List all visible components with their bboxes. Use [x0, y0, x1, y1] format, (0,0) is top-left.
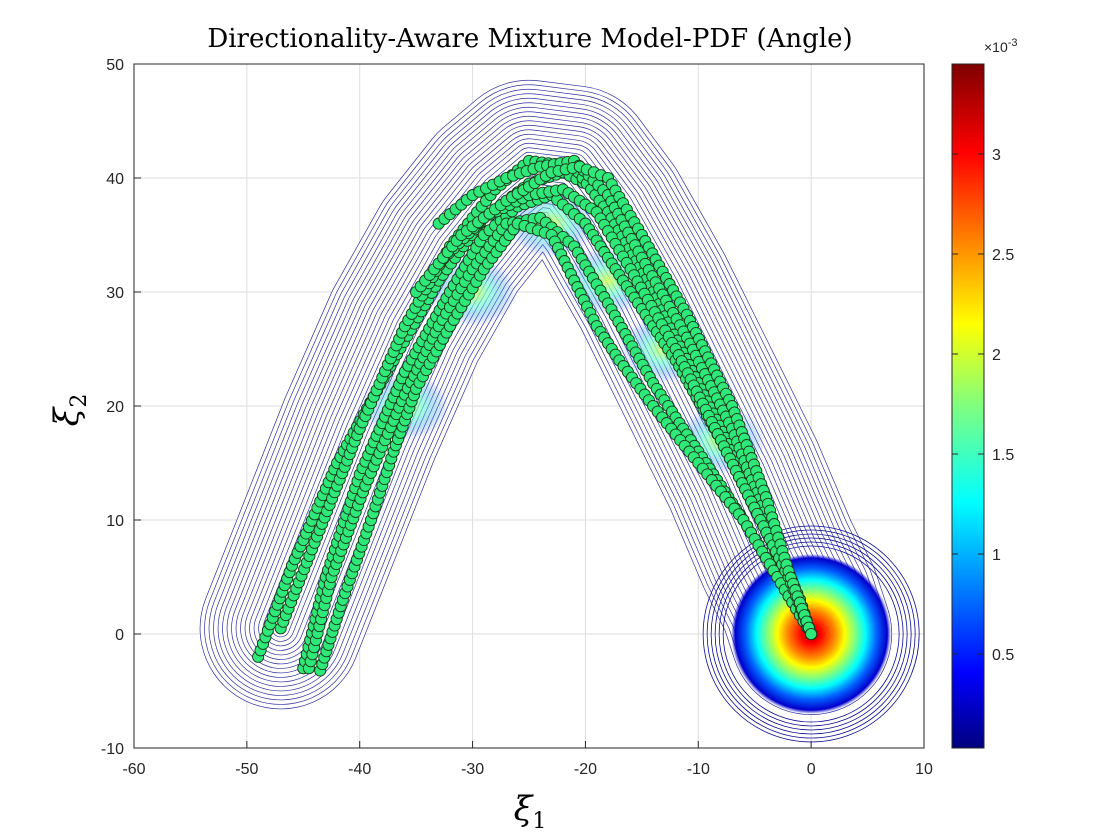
y-axis-label-symbol: ξ [47, 405, 87, 426]
x-tick-label: 10 [915, 761, 933, 778]
x-axis-label-symbol: ξ [514, 789, 535, 829]
colorbar-tick-label: 2.5 [992, 247, 1014, 264]
x-tick-label: -40 [348, 761, 371, 778]
y-tick-label: 0 [115, 627, 124, 644]
colorbar-tick-label: 1.5 [992, 447, 1014, 464]
x-tick-label: -30 [461, 761, 484, 778]
chart-title: Directionality-Aware Mixture Model-PDF (… [207, 24, 852, 54]
x-axis-label: ξ1 [514, 789, 547, 834]
peak-contour-ring [714, 537, 908, 731]
colorbar-ticks: 0.5 1 1.5 2 2.5 3 [952, 147, 1014, 664]
colorbar-tick-label: 3 [992, 147, 1001, 164]
peak-contour-ring [722, 545, 900, 723]
y-tick-label: 30 [106, 285, 124, 302]
y-tick-label: 20 [106, 399, 124, 416]
y-tick-label: 40 [106, 171, 124, 188]
colorbar-exponent-power: -3 [1008, 37, 1018, 49]
trajectory [410, 160, 818, 641]
x-tick-label: -60 [122, 761, 145, 778]
y-tick-label: -10 [101, 741, 124, 758]
x-tick-label: -20 [574, 761, 597, 778]
y-axis-label: ξ2 [47, 394, 92, 427]
trajectory-point [805, 627, 818, 641]
x-tick-label: -50 [235, 761, 258, 778]
colorbar-exponent-base: ×10 [984, 39, 1008, 55]
peak-contour-ring [706, 529, 916, 739]
y-tick-label: 50 [106, 57, 124, 74]
colorbar-tick-label: 0.5 [992, 647, 1014, 664]
x-tick-label: 0 [807, 761, 816, 778]
peak-contour-ring [718, 541, 904, 727]
colorbar-tick-label: 2 [992, 347, 1001, 364]
x-axis-label-subscript: 1 [532, 809, 546, 834]
colorbar-exponent: ×10-3 [984, 37, 1018, 55]
demonstration-trajectories [252, 154, 818, 677]
trajectory [314, 217, 818, 677]
x-tick-label: -10 [687, 761, 710, 778]
y-tick-label: 10 [106, 513, 124, 530]
axis-ticks: -60 -50 -40 -30 -20 -10 0 10 -10 0 10 20 30 40 50 [101, 57, 933, 778]
peak-contour-ring [710, 533, 912, 735]
colorbar [951, 63, 985, 749]
y-axis-label-subscript: 2 [67, 394, 92, 408]
colorbar-tick-label: 1 [992, 547, 1001, 564]
